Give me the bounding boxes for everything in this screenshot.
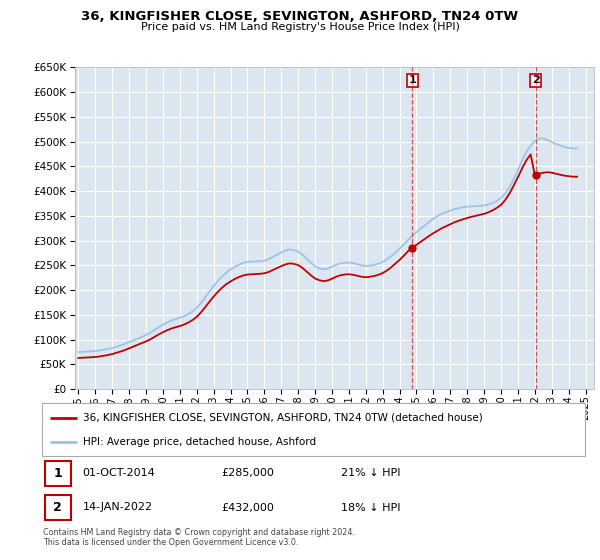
Text: 2: 2 — [53, 501, 62, 514]
Text: 21% ↓ HPI: 21% ↓ HPI — [341, 468, 400, 478]
Text: 18% ↓ HPI: 18% ↓ HPI — [341, 502, 400, 512]
Text: 01-OCT-2014: 01-OCT-2014 — [83, 468, 155, 478]
FancyBboxPatch shape — [45, 495, 71, 520]
Text: 1: 1 — [53, 467, 62, 480]
Text: HPI: Average price, detached house, Ashford: HPI: Average price, detached house, Ashf… — [83, 437, 316, 447]
Text: 36, KINGFISHER CLOSE, SEVINGTON, ASHFORD, TN24 0TW: 36, KINGFISHER CLOSE, SEVINGTON, ASHFORD… — [82, 10, 518, 23]
Text: 1: 1 — [409, 75, 416, 85]
Text: £432,000: £432,000 — [221, 502, 274, 512]
FancyBboxPatch shape — [45, 461, 71, 486]
Text: Contains HM Land Registry data © Crown copyright and database right 2024.
This d: Contains HM Land Registry data © Crown c… — [43, 528, 355, 547]
Text: Price paid vs. HM Land Registry's House Price Index (HPI): Price paid vs. HM Land Registry's House … — [140, 22, 460, 32]
Text: £285,000: £285,000 — [221, 468, 274, 478]
Text: 36, KINGFISHER CLOSE, SEVINGTON, ASHFORD, TN24 0TW (detached house): 36, KINGFISHER CLOSE, SEVINGTON, ASHFORD… — [83, 413, 482, 423]
FancyBboxPatch shape — [42, 403, 585, 456]
Text: 2: 2 — [532, 75, 539, 85]
Text: 14-JAN-2022: 14-JAN-2022 — [83, 502, 153, 512]
